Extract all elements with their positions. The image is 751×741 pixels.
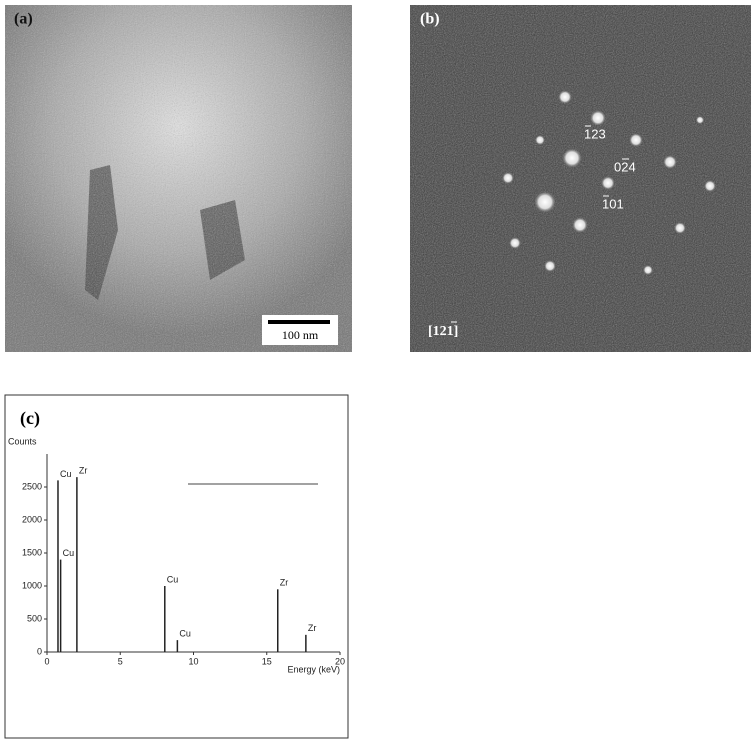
panel-label: (c) [20,408,40,429]
peak-label: Zr [308,623,317,633]
x-tick-label: 20 [335,656,345,666]
spot [535,135,545,145]
spot [696,116,704,124]
spot [704,180,716,192]
panel-a: (a) 100 nm [5,5,352,352]
spectrum-frame [4,394,349,739]
y-tick-label: 1500 [22,547,42,557]
peak-label: Cu [60,469,72,479]
peak-label: Cu [167,574,179,584]
spot [663,155,677,169]
spot-index: 123 [584,126,606,141]
peak-label: Cu [63,548,75,558]
x-tick-label: 0 [44,656,49,666]
x-tick-label: 5 [118,656,123,666]
scale-label: 100 nm [282,328,319,342]
y-tick-label: 1000 [22,580,42,590]
spot-index: 024 [614,159,636,174]
spot [572,217,588,233]
y-axis-label: Counts [8,436,37,446]
spot [590,110,606,126]
y-tick-label: 2000 [22,514,42,524]
spot [629,133,643,147]
spot [544,260,556,272]
y-tick-label: 500 [27,613,42,623]
peak-label: Zr [79,465,88,475]
spot [601,176,615,190]
texture [5,5,352,352]
spot [534,191,556,213]
spot [558,90,572,104]
spot-index: 101 [602,196,624,211]
panel-label: (b) [420,11,440,28]
peak-label: Cu [179,628,191,638]
y-tick-label: 0 [37,646,42,656]
y-tick-label: 2500 [22,481,42,491]
zone-axis: [121] [428,324,458,339]
spot [562,148,582,168]
spot [674,222,686,234]
x-axis-label: Energy (keV) [287,664,340,674]
peak-label: Zr [280,578,289,588]
texture [410,5,751,352]
spot [509,237,521,249]
panel-label: (a) [14,11,33,28]
panel-b: (b) 123 024 101 [121] [410,5,751,352]
spot [502,172,514,184]
x-tick-label: 10 [188,656,198,666]
spots [502,90,716,275]
spot [643,265,653,275]
x-tick-label: 15 [262,656,272,666]
